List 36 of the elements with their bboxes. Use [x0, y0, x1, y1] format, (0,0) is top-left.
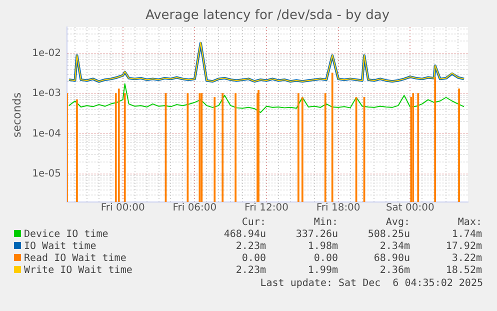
legend-label: IO Wait time [23, 240, 98, 252]
text: 2.36m [378, 264, 410, 276]
text: Avg: [384, 216, 410, 228]
text: Max: [456, 216, 482, 228]
y-tick-label: 1e-03 [32, 88, 61, 100]
text: 17.92m [444, 240, 482, 252]
text: 68.90u [372, 252, 410, 264]
x-tick-label: Fri 06:00 [172, 202, 217, 214]
text: 1.74m [450, 228, 482, 240]
y-tick-label: 1e-02 [32, 48, 61, 59]
text: 2.23m [234, 264, 266, 276]
text: Last update: Sat Dec 6 04:35:02 2025 [260, 278, 483, 289]
legend-label: Read IO Wait time [23, 252, 128, 264]
text: 508.25u [366, 228, 410, 240]
text: 3.22m [450, 252, 482, 264]
text: 0.00 [312, 252, 338, 264]
legend-label: Write IO Wait time [23, 264, 134, 276]
text: 2.23m [234, 240, 266, 252]
text: 1.99m [306, 264, 338, 276]
chart-title: Average latency for /dev/sda - by day [144, 8, 391, 23]
text: 18.52m [444, 264, 482, 276]
y-axis-title: seconds [10, 92, 24, 140]
legend-label: Device IO time [23, 228, 110, 240]
text: Cur: [240, 216, 266, 228]
text: 2.34m [378, 240, 410, 252]
x-tick-label: Fri 12:00 [244, 202, 288, 214]
text: 0.00 [240, 252, 266, 264]
text: 1.98m [306, 240, 338, 252]
text: 337.26u [294, 228, 338, 240]
x-tick-label: Fri 18:00 [316, 202, 360, 214]
text: 468.94u [222, 228, 266, 240]
y-tick-label: 1e-04 [32, 128, 61, 140]
y-tick-label: 1e-05 [32, 168, 61, 180]
x-tick-label: Sat 00:00 [386, 202, 434, 214]
x-tick-label: Fri 00:00 [100, 202, 145, 214]
text: Min: [312, 216, 338, 228]
